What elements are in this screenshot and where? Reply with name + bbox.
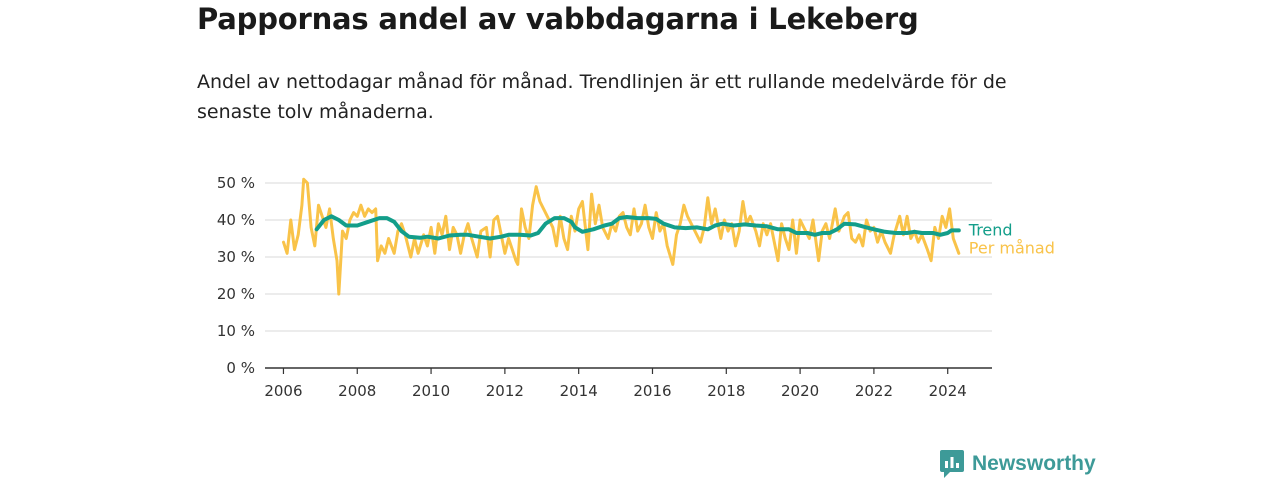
- x-axis: 2006 2008 2010 2012 2014 2016 2018 2020 2022 2024: [264, 367, 992, 400]
- series-line-per-manad: [282, 177, 961, 296]
- x-tick-label: 2018: [707, 382, 745, 400]
- series-group: [282, 177, 961, 296]
- x-tick-label: 2012: [486, 382, 524, 400]
- line-chart: 0 % 10 % 20 % 30 % 40 % 50 % 2006 2008 2010 2012…: [217, 174, 1055, 400]
- y-tick-label: 50 %: [217, 174, 255, 192]
- series-label-trend: Trend: [968, 220, 1013, 239]
- x-tick-label: 2020: [781, 382, 819, 400]
- x-tick-label: 2022: [855, 382, 893, 400]
- y-tick-label: 20 %: [217, 285, 255, 303]
- series-label-per-manad: Per månad: [969, 238, 1055, 257]
- chart-title: Pappornas andel av vabbdagarna i Lekeber…: [197, 2, 919, 36]
- y-tick-label: 30 %: [217, 248, 255, 266]
- y-tick-label: 0 %: [226, 359, 255, 377]
- grid-lines: [265, 182, 992, 332]
- x-tick-label: 2016: [633, 382, 671, 400]
- x-tick-label: 2006: [264, 382, 302, 400]
- newsworthy-logo-icon: [940, 450, 964, 478]
- brand-logo: Newsworthy: [940, 450, 1096, 478]
- brand-name: Newsworthy: [972, 452, 1096, 475]
- x-tick-label: 2008: [338, 382, 376, 400]
- series-line-trend: [314, 214, 961, 241]
- x-tick-label: 2010: [412, 382, 450, 400]
- x-tick-label: 2014: [560, 382, 598, 400]
- y-tick-label: 40 %: [217, 211, 255, 229]
- chart-subtitle: Andel av nettodagar månad för månad. Tre…: [197, 71, 1007, 123]
- y-tick-label: 10 %: [217, 322, 255, 340]
- y-axis-ticks: 0 % 10 % 20 % 30 % 40 % 50 %: [217, 174, 255, 377]
- x-tick-label: 2024: [929, 382, 967, 400]
